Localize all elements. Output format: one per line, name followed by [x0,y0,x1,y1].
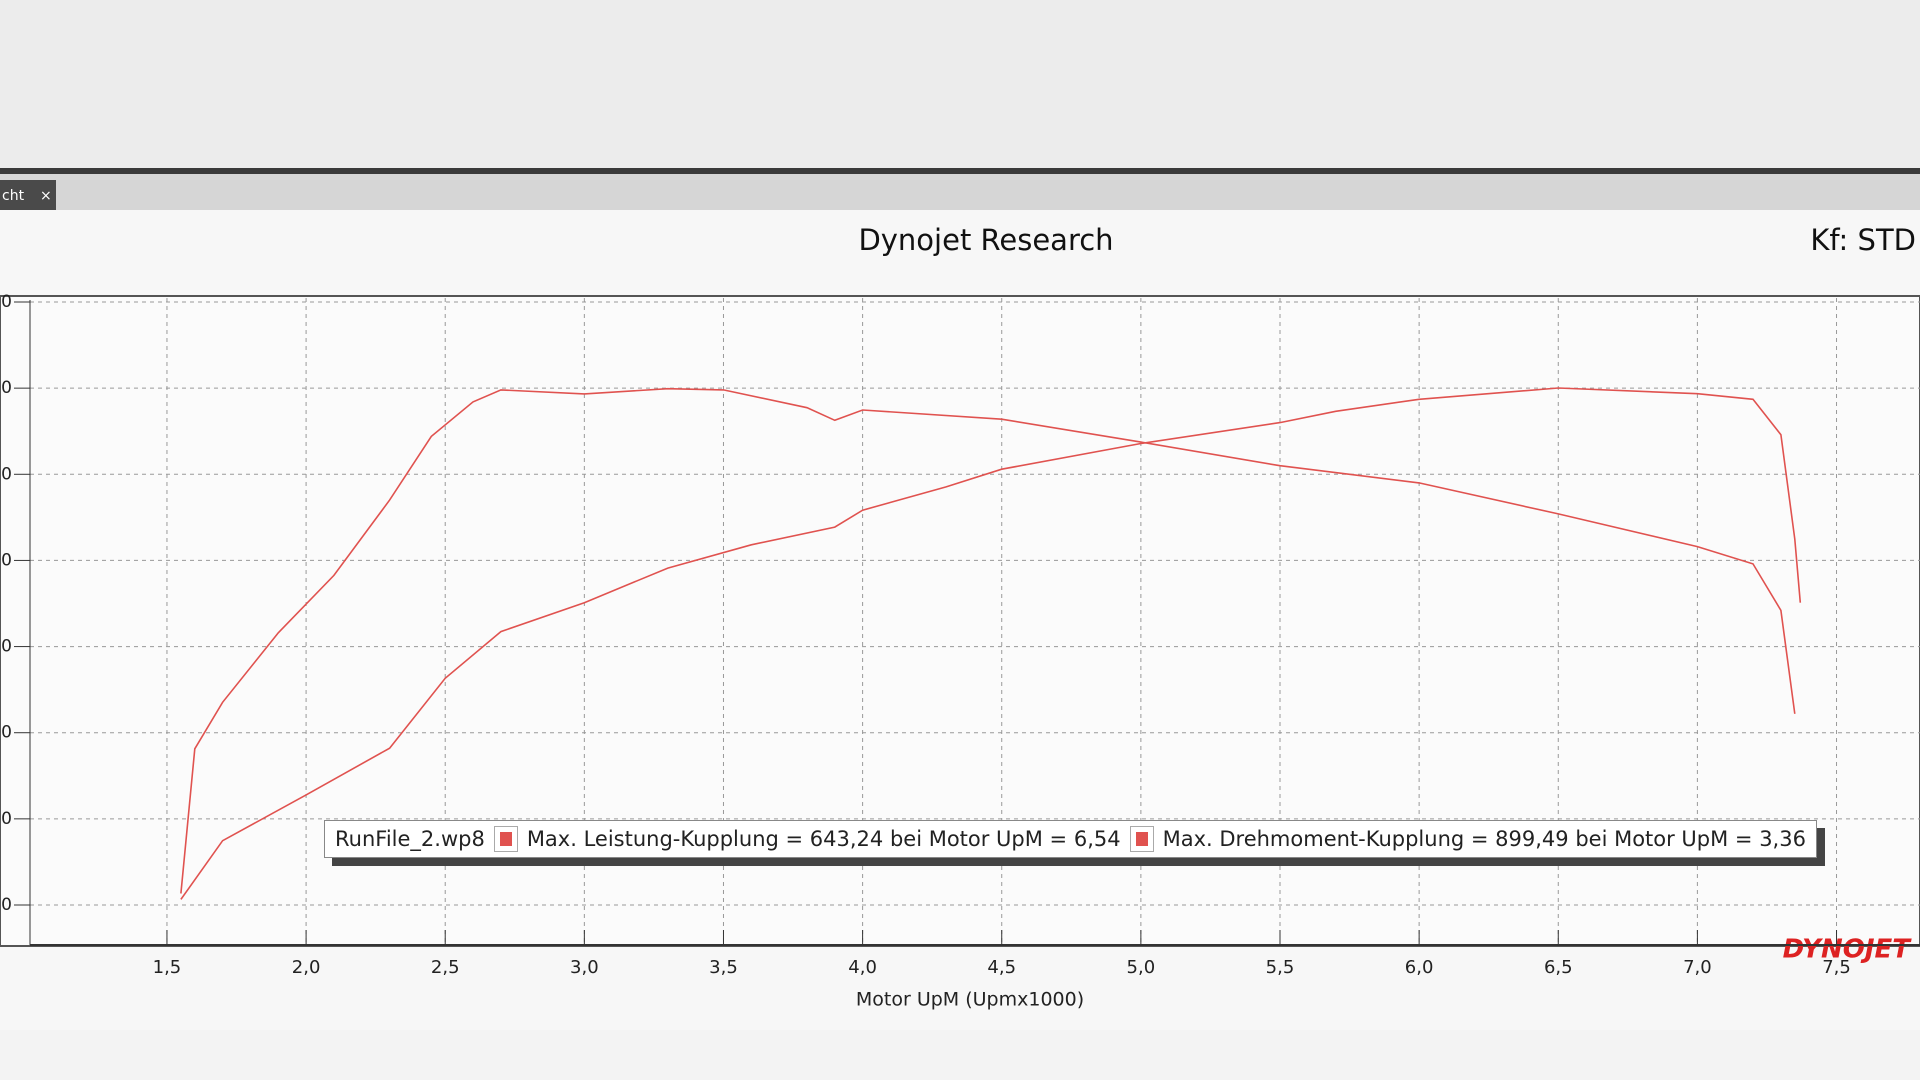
x-tick-label: 6,0 [1405,957,1434,978]
x-tick-label: 7,5 [1822,957,1851,978]
tab-close[interactable]: × [40,188,52,204]
y-tick-label: 0 [1,895,12,915]
legend-swatch [493,826,518,852]
x-axis-label: Motor UpM (Upmx1000) [856,989,1084,1011]
x-tick-label: 4,5 [987,957,1016,978]
data-line [180,387,1796,894]
background-wall [0,0,1920,168]
legend-swatch [1129,826,1154,852]
y-tick-label: 900 [0,378,12,398]
y-tick-label: 450 [0,637,12,657]
y-tick-label: 600 [0,550,12,570]
x-tick-label: 7,0 [1683,957,1712,978]
tab-label: cht [2,188,25,204]
y-tick-label: 300 [0,723,12,743]
logo: DYNOJET [1783,935,1913,965]
x-tick-label: 2,0 [292,957,321,978]
tab[interactable] [0,180,56,210]
legend-entry: Max. Drehmoment-Kupplung = 899,49 bei Mo… [1162,827,1806,851]
x-tick-label: 4,0 [848,957,877,978]
legend-entry: Max. Leistung-Kupplung = 643,24 bei Moto… [526,827,1121,851]
window-border [0,168,1920,174]
x-tick-label: 5,5 [1266,957,1295,978]
x-tick-label: 3,0 [570,957,599,978]
legend: RunFile_2.wp8 Max. Leistung-Kupplung = 6… [324,820,1817,858]
tab-strip [0,174,1920,210]
correction-factor: Kf: STD [1810,223,1916,257]
x-tick-label: 6,5 [1544,957,1573,978]
y-tick-label: 1050 [0,292,12,312]
x-tick-label: 2,5 [431,957,460,978]
x-tick-label: 1,5 [153,957,182,978]
y-tick-label: 150 [0,809,12,829]
x-tick-label: 5,0 [1127,957,1156,978]
data-line [180,387,1802,900]
chart-title: Dynojet Research [858,223,1113,257]
x-tick-label: 3,5 [709,957,738,978]
legend-title: RunFile_2.wp8 [335,827,485,851]
y-tick-label: 750 [0,464,12,484]
